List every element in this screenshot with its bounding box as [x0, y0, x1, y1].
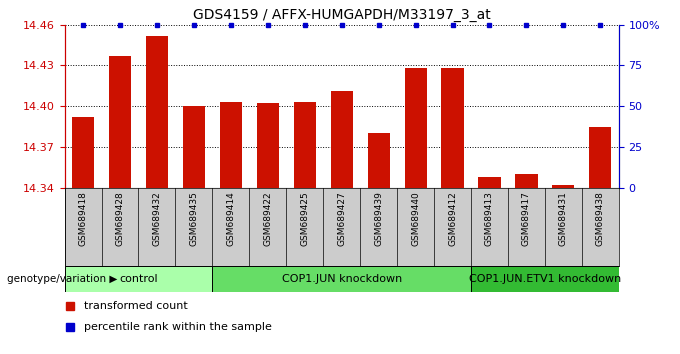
Text: GSM689440: GSM689440 — [411, 192, 420, 246]
Bar — [330, 91, 353, 188]
Text: GSM689431: GSM689431 — [559, 192, 568, 246]
Text: GSM689428: GSM689428 — [116, 192, 124, 246]
Bar — [471, 266, 619, 292]
Text: transformed count: transformed count — [84, 301, 188, 311]
Text: GSM689414: GSM689414 — [226, 192, 235, 246]
Bar — [405, 68, 426, 188]
Bar — [515, 174, 537, 188]
Bar — [590, 126, 611, 188]
Bar — [72, 117, 94, 188]
Title: GDS4159 / AFFX-HUMGAPDH/M33197_3_at: GDS4159 / AFFX-HUMGAPDH/M33197_3_at — [193, 8, 490, 22]
Text: COP1.JUN.ETV1 knockdown: COP1.JUN.ETV1 knockdown — [469, 274, 621, 284]
Bar — [146, 36, 168, 188]
Bar — [479, 177, 500, 188]
Bar — [65, 266, 212, 292]
Text: GSM689413: GSM689413 — [485, 192, 494, 246]
Text: GSM689438: GSM689438 — [596, 192, 605, 246]
Text: GSM689422: GSM689422 — [263, 192, 272, 246]
Text: GSM689439: GSM689439 — [374, 192, 383, 246]
Bar — [552, 185, 575, 188]
Bar — [441, 68, 464, 188]
Text: GSM689427: GSM689427 — [337, 192, 346, 246]
Bar — [368, 133, 390, 188]
Text: GSM689418: GSM689418 — [79, 192, 88, 246]
Bar — [294, 102, 316, 188]
Bar — [183, 106, 205, 188]
Text: GSM689425: GSM689425 — [301, 192, 309, 246]
Bar — [257, 103, 279, 188]
Bar — [109, 56, 131, 188]
Text: control: control — [119, 274, 158, 284]
Bar — [212, 266, 471, 292]
Text: GSM689412: GSM689412 — [448, 192, 457, 246]
Text: genotype/variation ▶: genotype/variation ▶ — [7, 274, 117, 284]
Bar — [220, 102, 242, 188]
Text: GSM689435: GSM689435 — [190, 192, 199, 246]
Text: GSM689432: GSM689432 — [152, 192, 161, 246]
Text: percentile rank within the sample: percentile rank within the sample — [84, 322, 272, 332]
Text: GSM689417: GSM689417 — [522, 192, 531, 246]
Text: COP1.JUN knockdown: COP1.JUN knockdown — [282, 274, 402, 284]
